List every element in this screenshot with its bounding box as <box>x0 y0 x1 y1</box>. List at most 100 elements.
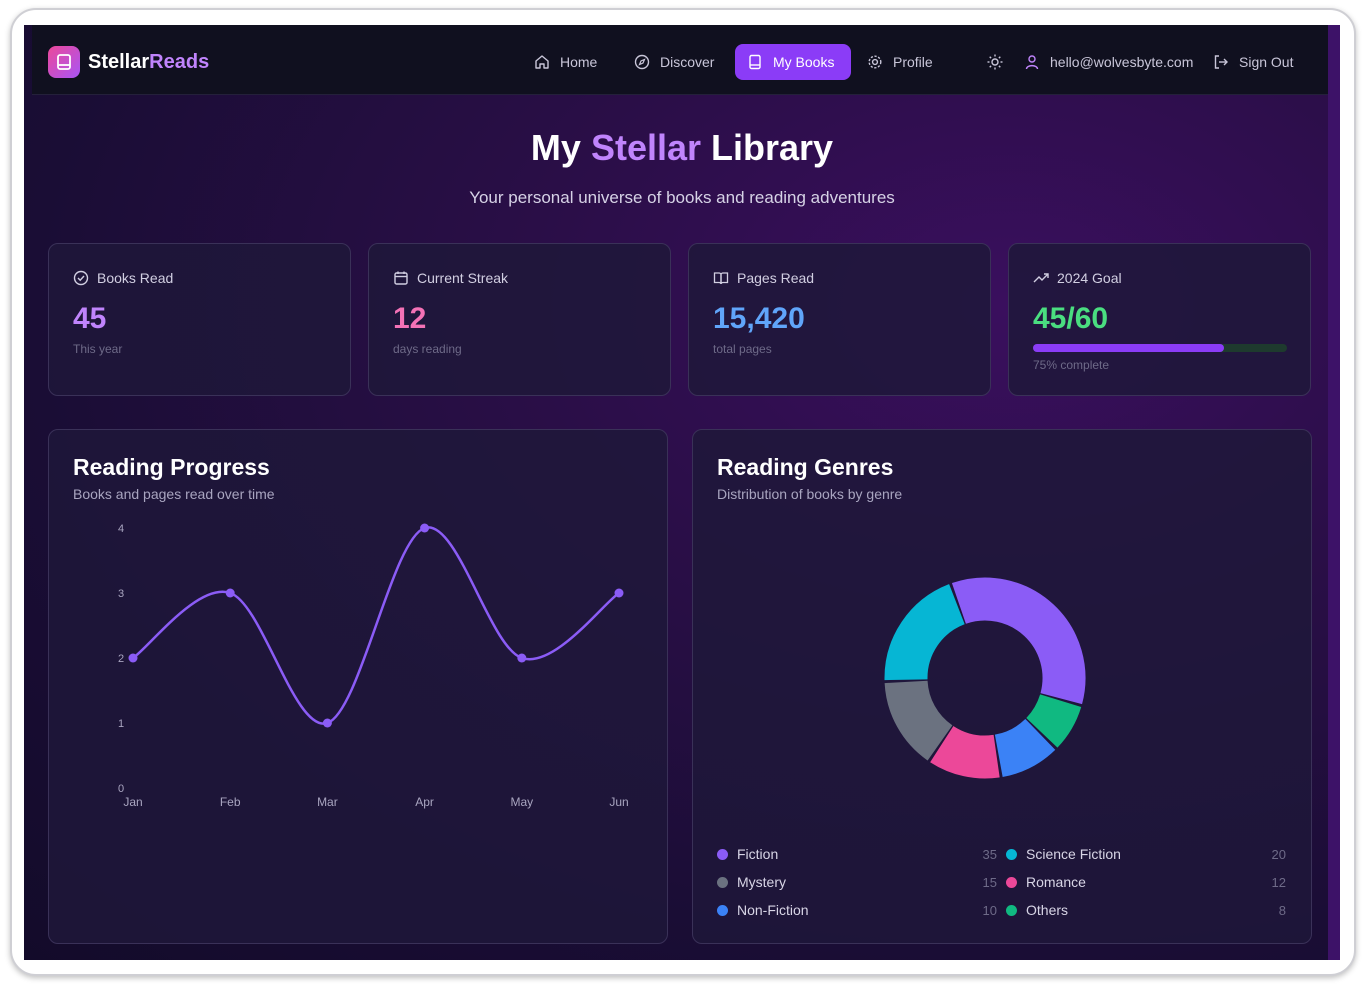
legend-value: 15 <box>982 874 997 890</box>
x-tick-label: Apr <box>415 795 434 809</box>
brand-name[interactable]: StellarReads <box>88 51 210 73</box>
theme-toggle-button[interactable] <box>975 44 1015 80</box>
page-title: My Stellar Library <box>530 127 834 168</box>
legend-label: Others <box>1026 902 1069 918</box>
legend-item[interactable]: Romance 12 <box>1006 872 1286 892</box>
goal-progress-bar <box>1033 344 1287 352</box>
stat-sub: total pages <box>713 342 772 356</box>
reading-progress-chart: 0 1 2 3 4 Jan Feb Mar Apr May Jun <box>118 523 629 809</box>
x-tick-label: May <box>510 795 533 809</box>
legend-value: 35 <box>982 846 997 862</box>
nav-my-books[interactable]: My Books <box>735 44 851 80</box>
y-tick-label: 2 <box>118 653 124 665</box>
calendar-icon <box>394 271 408 285</box>
legend-item[interactable]: Others 8 <box>1006 900 1286 920</box>
stat-value: 12 <box>393 302 427 335</box>
stat-label: Books Read <box>73 270 173 286</box>
app-root: StellarReads Home Discover My Books Prof… <box>24 25 1340 960</box>
stat-label: Current Streak <box>393 270 508 286</box>
nav-profile[interactable]: Profile <box>855 44 945 80</box>
data-point[interactable] <box>420 523 430 533</box>
stat-card-books-read: Books Read 45 This year <box>48 243 351 396</box>
legend-item[interactable]: Science Fiction 20 <box>1006 844 1286 864</box>
logo-icon[interactable] <box>48 46 80 78</box>
x-tick-label: Feb <box>220 795 241 809</box>
user-icon <box>1025 55 1039 70</box>
legend-item[interactable]: Non-Fiction 10 <box>717 900 997 920</box>
stat-sub: days reading <box>393 342 462 356</box>
legend-label: Science Fiction <box>1026 846 1121 862</box>
reading-genres-panel: Reading Genres Distribution of books by … <box>692 429 1312 944</box>
legend-item[interactable]: Mystery 15 <box>717 872 997 892</box>
y-tick-label: 1 <box>118 718 124 730</box>
legend-dot <box>1006 848 1017 860</box>
stat-card-pages-read: Pages Read 15,420 total pages <box>688 243 991 396</box>
reading-progress-panel: Reading Progress Books and pages read ov… <box>48 429 668 944</box>
legend-label: Fiction <box>737 846 779 862</box>
legend-value: 8 <box>1278 902 1286 918</box>
trending-up-icon <box>1033 273 1049 283</box>
user-account[interactable]: hello@wolvesbyte.com <box>1012 44 1205 80</box>
nav-profile-label: Profile <box>893 54 933 70</box>
logout-icon <box>1214 55 1228 69</box>
nav-discover-label: Discover <box>660 54 715 70</box>
x-tick-label: Mar <box>317 795 338 809</box>
stat-label: Pages Read <box>713 270 814 286</box>
legend-label: Non-Fiction <box>737 902 809 918</box>
stat-value: 45/60 <box>1033 302 1109 335</box>
nav-home-label: Home <box>560 54 598 70</box>
data-point[interactable] <box>128 653 138 663</box>
legend-dot <box>1006 876 1017 888</box>
legend-value: 10 <box>982 902 997 918</box>
compass-icon <box>634 54 650 70</box>
legend-dot <box>717 876 728 888</box>
user-email: hello@wolvesbyte.com <box>1050 54 1194 70</box>
home-icon <box>535 55 549 69</box>
data-point[interactable] <box>614 588 624 598</box>
donut-slice-fiction[interactable] <box>951 577 1086 705</box>
sun-icon <box>987 54 1003 70</box>
open-book-icon <box>713 272 729 285</box>
legend-dot <box>1006 904 1017 916</box>
donut-slice-science-fiction[interactable] <box>884 584 965 681</box>
data-point[interactable] <box>517 653 527 663</box>
legend-value: 12 <box>1271 874 1286 890</box>
stat-label: 2024 Goal <box>1033 270 1122 286</box>
sign-out-label: Sign Out <box>1239 54 1294 70</box>
nav-home[interactable]: Home <box>522 44 609 80</box>
panel-title: Reading Genres <box>717 454 894 480</box>
stat-value: 45 <box>73 302 107 335</box>
series-line <box>132 526 620 725</box>
nav-discover[interactable]: Discover <box>622 44 726 80</box>
data-point[interactable] <box>322 718 332 728</box>
data-point[interactable] <box>225 588 235 598</box>
panel-subtitle: Books and pages read over time <box>73 486 275 502</box>
x-tick-label: Jan <box>123 795 142 809</box>
donut-slice-romance[interactable] <box>930 726 1000 779</box>
legend-value: 20 <box>1271 846 1286 862</box>
stat-value: 15,420 <box>713 302 805 335</box>
panel-title: Reading Progress <box>73 454 270 480</box>
legend-label: Romance <box>1026 874 1086 890</box>
check-circle-icon <box>73 270 89 286</box>
donut-slice-others[interactable] <box>1026 694 1082 748</box>
donut-slice-non-fiction[interactable] <box>994 718 1056 777</box>
x-tick-label: Jun <box>609 795 628 809</box>
y-tick-label: 3 <box>118 588 124 600</box>
y-tick-label: 0 <box>118 783 124 795</box>
legend-item[interactable]: Fiction 35 <box>717 844 997 864</box>
stat-card-goal: 2024 Goal 45/60 75% complete <box>1008 243 1311 396</box>
gear-icon <box>868 55 882 69</box>
reading-genres-donut <box>884 577 1086 779</box>
y-tick-label: 4 <box>118 523 124 535</box>
legend-label: Mystery <box>737 874 786 890</box>
legend-dot <box>717 904 728 916</box>
nav-my-books-label: My Books <box>773 54 835 70</box>
stat-sub: This year <box>73 342 123 356</box>
page-subtitle: Your personal universe of books and read… <box>469 188 895 207</box>
goal-progress-fill <box>1033 344 1224 352</box>
book-icon <box>749 54 761 70</box>
stat-card-current-streak: Current Streak 12 days reading <box>368 243 671 396</box>
donut-slice-mystery[interactable] <box>884 680 953 761</box>
sign-out-button[interactable]: Sign Out <box>1201 44 1305 80</box>
